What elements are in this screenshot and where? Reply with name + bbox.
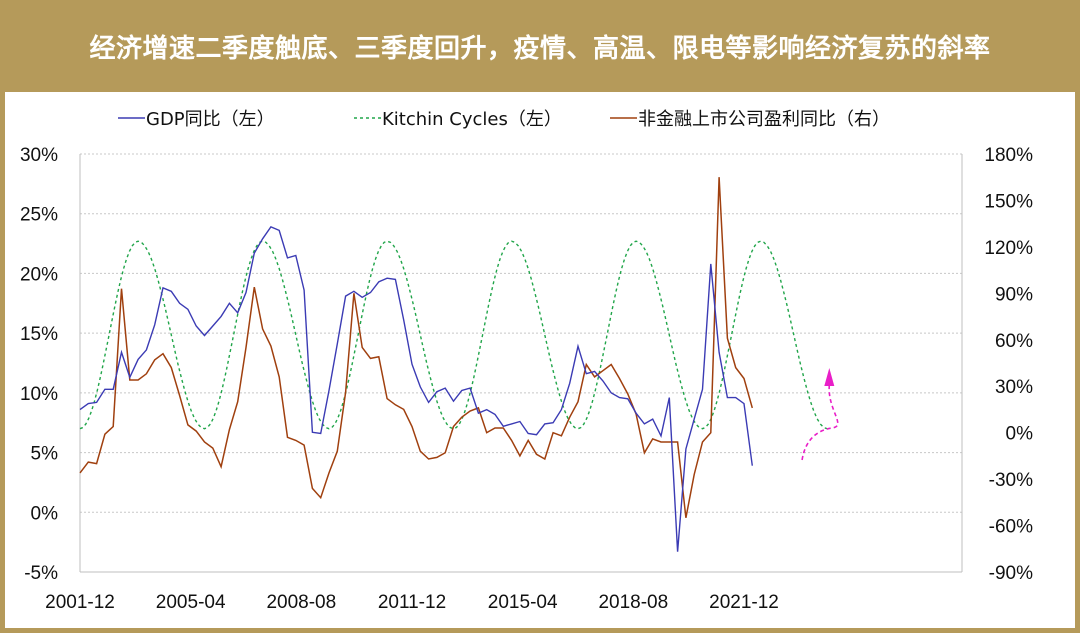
y-right-tick-label: 90% xyxy=(995,284,1033,305)
y-left-tick-label: -5% xyxy=(24,563,58,584)
x-tick-label: 2021-12 xyxy=(709,592,779,613)
chart-title: 经济增速二季度触底、三季度回升，疫情、高温、限电等影响经济复苏的斜率 xyxy=(89,33,991,64)
legend-gdp-label: GDP同比（左） xyxy=(146,109,275,130)
title-banner: 经济增速二季度触底、三季度回升，疫情、高温、限电等影响经济复苏的斜率 xyxy=(0,0,1080,92)
legend-profit-label: 非金融上市公司盈利同比（右） xyxy=(638,109,890,130)
y-right-tick-label: 180% xyxy=(984,145,1033,166)
y-right-tick-label: -90% xyxy=(989,563,1033,584)
kitchin-cycle-line xyxy=(79,240,828,430)
x-tick-label: 2015-04 xyxy=(488,592,558,613)
y-left-tick-label: 25% xyxy=(20,205,58,226)
y-left-tick-label: 15% xyxy=(20,324,58,345)
y-right-tick-label: 150% xyxy=(984,191,1033,212)
x-tick-label: 2011-12 xyxy=(378,592,446,613)
forecast-arrow xyxy=(801,384,839,461)
y-left-tick-label: 30% xyxy=(20,145,58,166)
x-tick-label: 2005-04 xyxy=(156,592,226,613)
x-tick-label: 2018-08 xyxy=(598,592,668,613)
legend-kitchin-label: Kitchin Cycles（左） xyxy=(382,109,562,130)
y-right-tick-label: -30% xyxy=(989,470,1033,491)
y-right-tick-label: 30% xyxy=(995,377,1033,398)
y-left-tick-label: 0% xyxy=(31,503,59,524)
profit-growth-line xyxy=(79,177,754,518)
gdp-growth-line xyxy=(79,226,753,552)
y-right-tick-label: 0% xyxy=(1006,424,1034,445)
y-right-tick-label: 120% xyxy=(984,238,1033,259)
x-tick-label: 2001-12 xyxy=(45,592,115,613)
y-right-tick-label: -60% xyxy=(989,517,1033,538)
y-left-tick-label: 10% xyxy=(20,384,58,405)
forecast-arrowhead xyxy=(824,368,835,386)
y-right-tick-label: 60% xyxy=(995,331,1033,352)
x-tick-label: 2008-08 xyxy=(266,592,336,613)
y-left-tick-label: 20% xyxy=(20,264,58,285)
y-left-tick-label: 5% xyxy=(31,444,59,465)
